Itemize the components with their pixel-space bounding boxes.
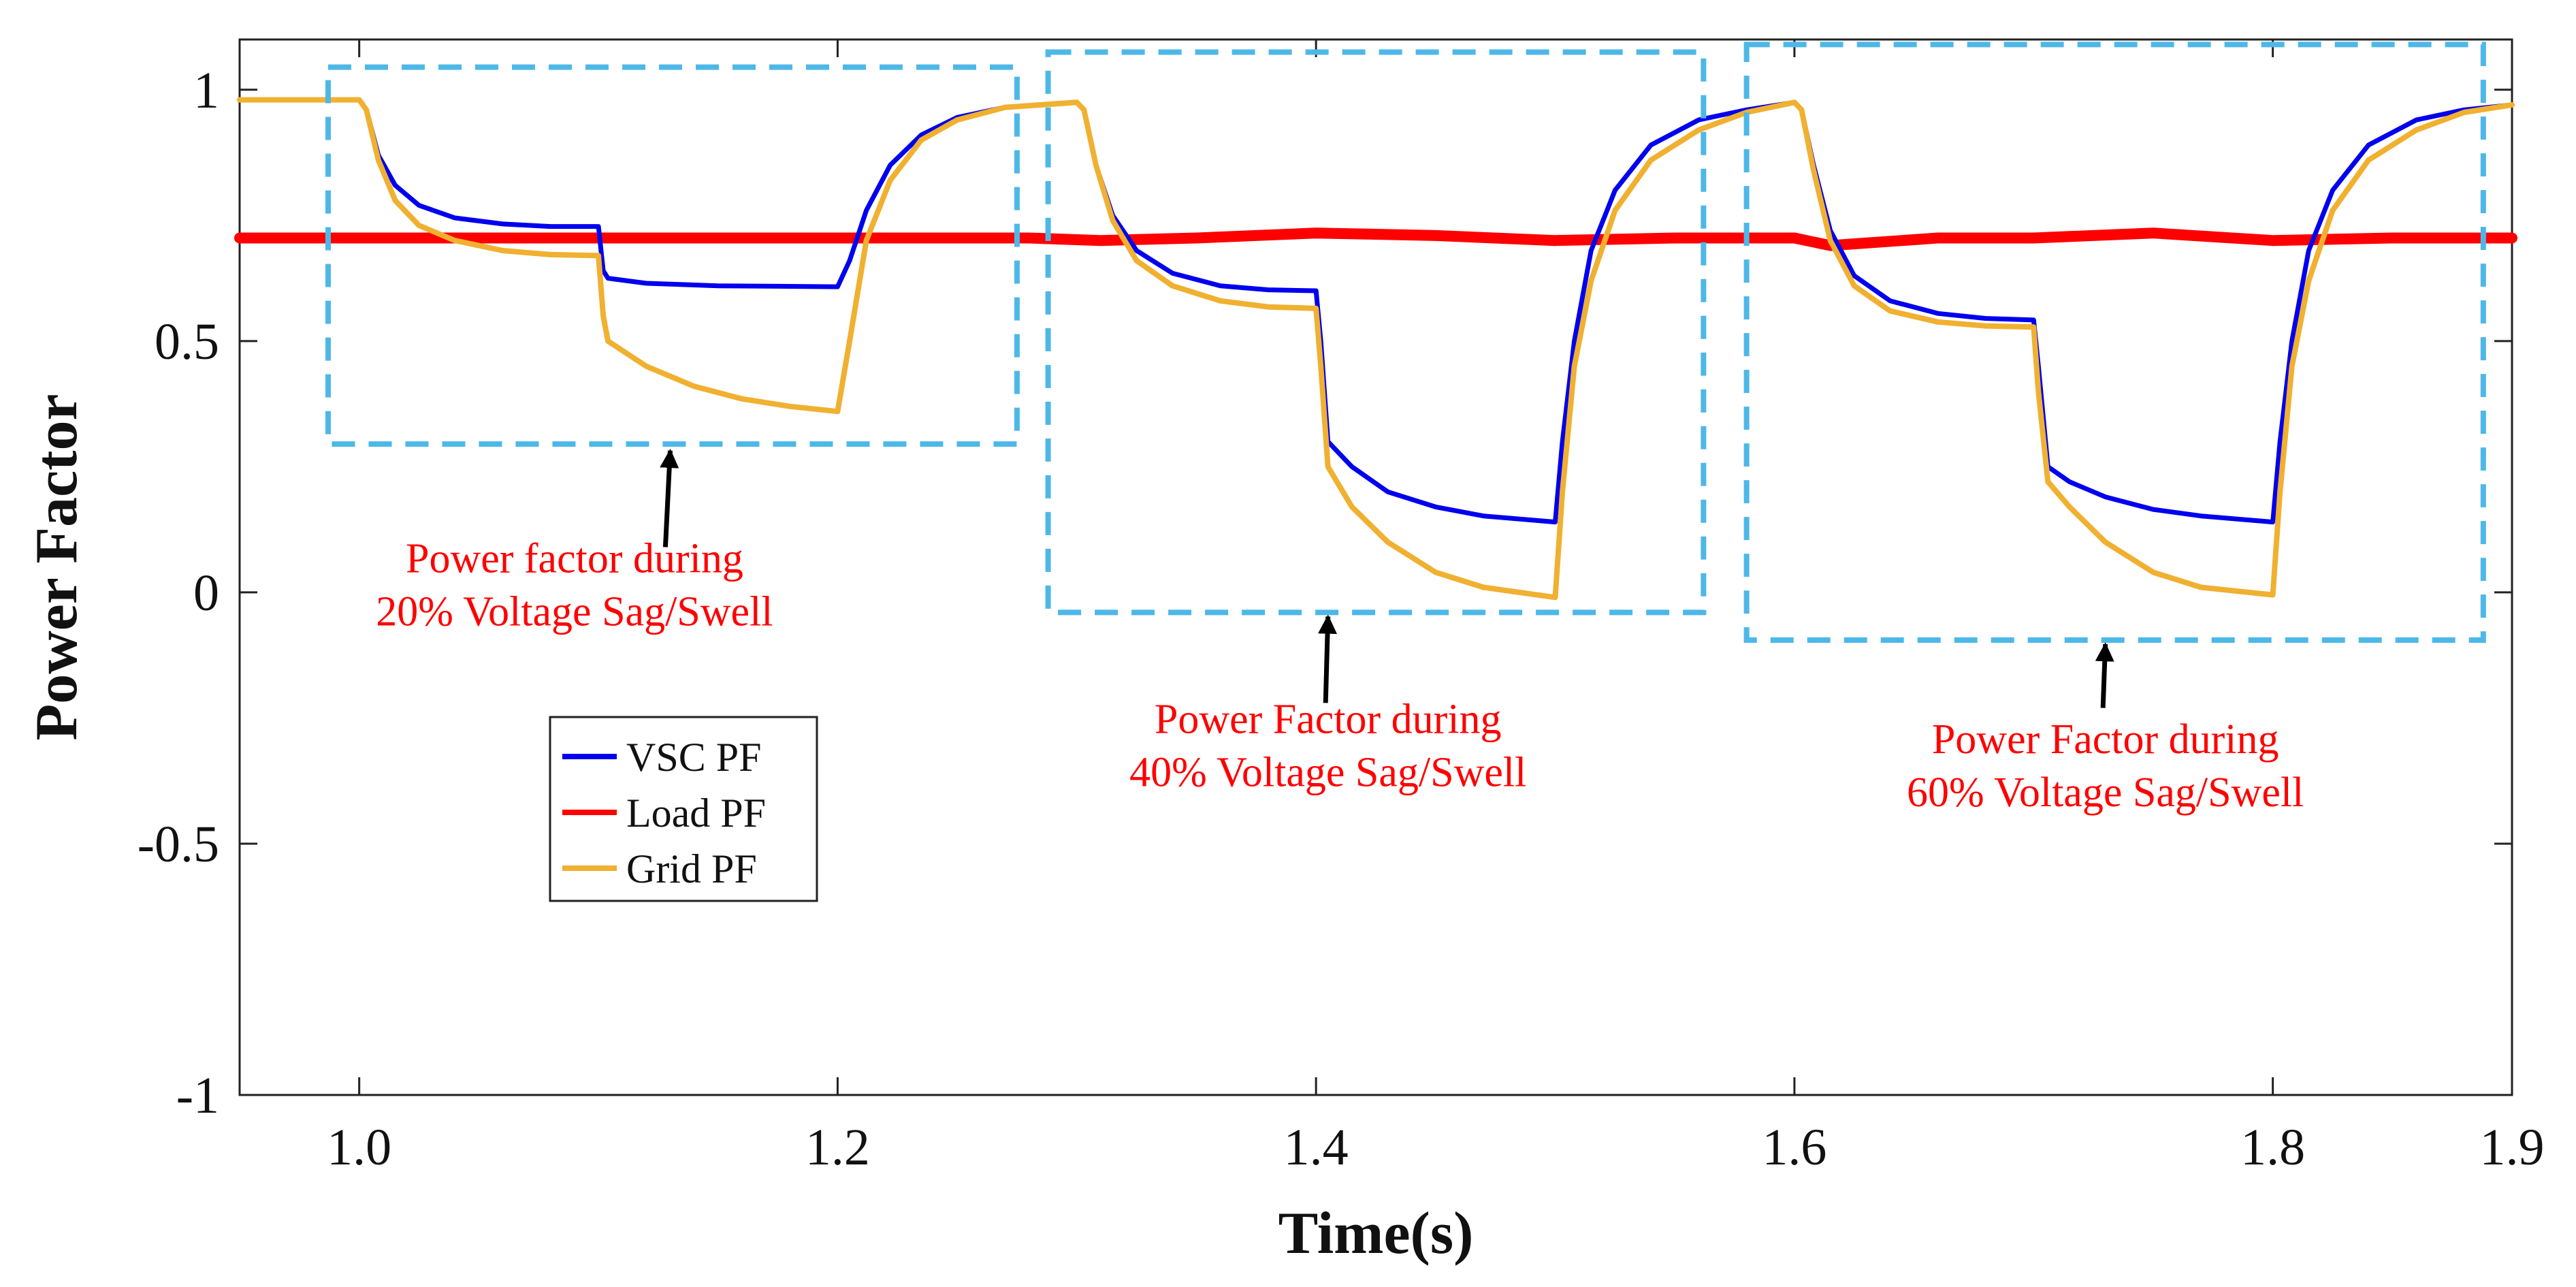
- series-line-grid-pf: [237, 97, 2515, 601]
- annotation-box-2: [1045, 49, 1707, 616]
- y-tick-label: 0: [193, 565, 219, 622]
- annotation-label-3-line-2: 60% Voltage Sag/Swell: [1907, 769, 2304, 816]
- x-axis-title: Time(s): [1278, 1201, 1474, 1267]
- annotation-label-3-line-1: Power Factor during: [1932, 716, 2279, 763]
- series-layer: [234, 97, 2517, 601]
- x-tick-label: 1.0: [327, 1119, 391, 1176]
- annotation-box-3: [1743, 42, 2486, 644]
- y-tick-label: -1: [176, 1067, 219, 1124]
- y-tick-label: -0.5: [138, 816, 219, 873]
- annotation-layer: Power factor during 20% Voltage Sag/Swell…: [325, 42, 2486, 816]
- x-tick-label: 1.2: [805, 1119, 870, 1176]
- annotation-arrow-3: [2095, 642, 2114, 708]
- series-line-vsc-pf: [237, 97, 2515, 525]
- annotation-label-1-line-2: 20% Voltage Sag/Swell: [376, 588, 773, 635]
- annotation-label-2-line-1: Power Factor during: [1155, 697, 1502, 743]
- y-axis-title: Power Factor: [24, 394, 90, 740]
- annotation-label-1-line-1: Power factor during: [406, 535, 743, 582]
- annotation-arrow-2: [1318, 614, 1338, 703]
- legend-label-1: VSC PF: [626, 735, 761, 780]
- annotation-label-2-line-2: 40% Voltage Sag/Swell: [1129, 750, 1526, 796]
- x-tick-label: 1.6: [1762, 1119, 1826, 1176]
- annotation-arrow-1: [660, 449, 679, 547]
- legend-label-3: Grid PF: [626, 846, 757, 891]
- plot-area-frame: [238, 38, 2513, 1096]
- legend-label-2: Load PF: [626, 791, 766, 836]
- y-tick-label: 1: [193, 62, 219, 119]
- x-tick-label: 1.9: [2480, 1119, 2545, 1176]
- axis-ticks: 1.0 1.2 1.4 1.6 1.8 1.9 1 0.5 0 -0.5 -1: [138, 39, 2545, 1176]
- x-tick-label: 1.4: [1284, 1119, 1349, 1176]
- annotation-box-1: [325, 64, 1020, 447]
- x-tick-label: 1.8: [2240, 1119, 2305, 1176]
- y-tick-label: 0.5: [155, 313, 219, 370]
- legend: VSC PF Load PF Grid PF: [549, 716, 818, 902]
